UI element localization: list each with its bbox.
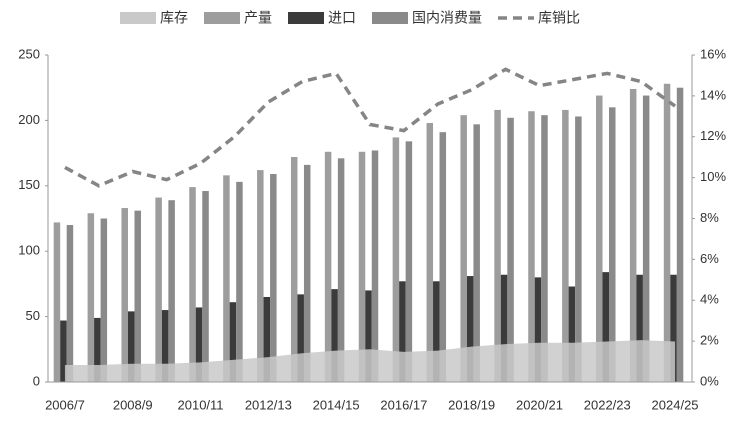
x-tick-label: 2024/25	[652, 397, 699, 412]
bar	[60, 320, 67, 382]
bar	[562, 109, 569, 382]
bar	[534, 277, 542, 382]
bar	[202, 191, 209, 382]
bar	[575, 116, 582, 382]
bar	[365, 290, 372, 382]
bar	[270, 174, 277, 382]
bar	[155, 197, 162, 382]
x-tick-label: 2008/9	[113, 397, 153, 412]
y2-tick-label: 6%	[700, 251, 719, 266]
bar	[66, 225, 74, 382]
bar	[257, 170, 264, 382]
bar	[303, 164, 311, 382]
bar	[121, 208, 128, 382]
bar	[236, 181, 243, 382]
y2-tick-label: 12%	[700, 128, 726, 143]
bar	[161, 310, 169, 382]
bar	[371, 150, 379, 382]
bar	[53, 222, 61, 382]
bar	[223, 175, 230, 382]
legend-label: 库存	[160, 10, 188, 26]
bar	[541, 115, 548, 382]
bar	[636, 274, 643, 382]
bar	[297, 294, 304, 382]
y-tick-label: 200	[18, 112, 40, 127]
y-tick-label: 0	[33, 373, 40, 388]
bar	[337, 158, 345, 382]
bar	[460, 115, 467, 382]
x-tick-label: 2022/23	[584, 397, 631, 412]
bar	[439, 132, 447, 382]
bar	[663, 83, 671, 382]
y-tick-label: 50	[26, 308, 40, 323]
bar	[609, 107, 616, 382]
y2-tick-label: 4%	[700, 292, 719, 307]
bar	[358, 151, 366, 382]
bar	[433, 281, 440, 382]
bar	[134, 210, 141, 382]
legend-label: 进口	[328, 10, 356, 26]
y2-tick-label: 16%	[700, 46, 726, 61]
bar	[500, 274, 508, 382]
y2-tick-label: 0%	[700, 373, 719, 388]
bar	[596, 95, 603, 382]
bar	[528, 111, 535, 382]
x-tick-label: 2016/17	[380, 397, 427, 412]
legend-label: 产量	[244, 10, 272, 26]
bar	[100, 218, 108, 382]
bar	[670, 274, 677, 382]
bar	[195, 307, 203, 382]
bar	[127, 311, 135, 382]
bar	[494, 109, 501, 382]
bar	[290, 157, 298, 382]
bar	[405, 141, 413, 382]
bar	[473, 124, 480, 382]
bar	[168, 200, 175, 382]
bar	[568, 286, 576, 382]
x-tick-label: 2014/15	[313, 397, 360, 412]
y2-tick-label: 14%	[700, 87, 726, 102]
legend-label: 国内消费量	[412, 10, 482, 26]
legend: 库存 产量 进口 国内消费量 库销比	[120, 10, 580, 26]
bar	[602, 272, 610, 382]
bar	[392, 137, 400, 382]
y2-tick-label: 8%	[700, 210, 719, 225]
x-tick-label: 2010/11	[178, 397, 224, 412]
y-tick-label: 100	[18, 243, 40, 258]
bar	[426, 123, 434, 383]
legend-swatch	[288, 12, 324, 24]
bar	[87, 213, 95, 382]
legend-swatch	[204, 12, 240, 24]
bar	[229, 302, 237, 382]
y2-tick-label: 2%	[700, 333, 719, 348]
x-tick-label: 2012/13	[245, 397, 292, 412]
bar	[507, 117, 514, 382]
bar	[466, 276, 474, 382]
bar	[642, 95, 650, 382]
bar	[263, 296, 271, 382]
x-tick-label: 2006/7	[45, 397, 85, 412]
bar	[324, 151, 332, 382]
legend-swatch	[120, 12, 156, 24]
bar	[331, 289, 338, 382]
y2-tick-label: 10%	[700, 169, 726, 184]
bar	[94, 317, 101, 382]
legend-label: 库销比	[538, 10, 580, 26]
line	[64, 67, 677, 188]
bar	[399, 281, 406, 382]
bar	[629, 89, 637, 383]
area	[64, 340, 676, 382]
bar	[676, 87, 684, 382]
y-tick-label: 150	[18, 177, 40, 192]
legend-swatch	[372, 12, 408, 24]
bar	[189, 187, 196, 382]
x-tick-label: 2018/19	[448, 397, 495, 412]
y-tick-label: 250	[18, 46, 40, 61]
x-tick-label: 2020/21	[516, 397, 563, 412]
